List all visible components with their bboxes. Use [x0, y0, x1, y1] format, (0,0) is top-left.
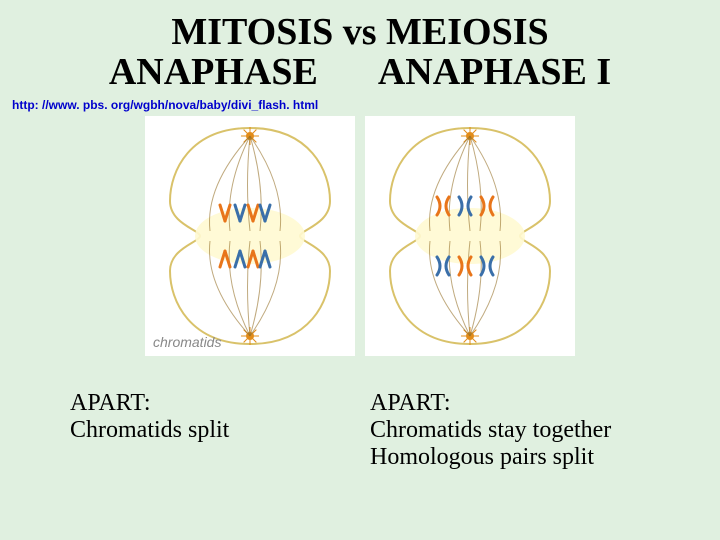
subtitle-mitosis: ANAPHASE — [109, 50, 318, 94]
source-url: http: //www. pbs. org/wgbh/nova/baby/div… — [0, 98, 720, 112]
page-title: MITOSIS vs MEIOSIS — [0, 10, 720, 54]
caption-meiosis-head: APART: — [370, 390, 680, 417]
meiosis-cell-panel — [365, 116, 575, 356]
meiosis-cell-svg — [365, 116, 575, 356]
caption-mitosis-head: APART: — [70, 390, 340, 417]
caption-meiosis-body2: Homologous pairs split — [370, 444, 680, 471]
subtitle-meiosis: ANAPHASE I — [378, 50, 611, 94]
caption-mitosis-body: Chromatids split — [70, 417, 340, 444]
mitosis-cell-panel: chromatids — [145, 116, 355, 356]
chromatids-label: chromatids — [153, 334, 221, 350]
caption-mitosis: APART: Chromatids split — [40, 390, 340, 471]
mitosis-cell-svg — [145, 116, 355, 356]
caption-meiosis: APART: Chromatids stay together Homologo… — [370, 390, 680, 471]
caption-meiosis-body1: Chromatids stay together — [370, 417, 680, 444]
